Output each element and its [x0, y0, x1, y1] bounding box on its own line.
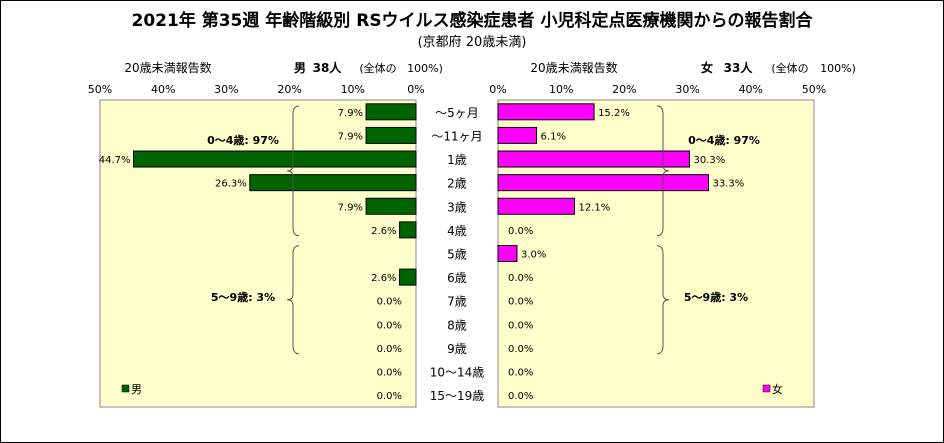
female-legend-swatch	[762, 384, 771, 393]
male-x-tick-label: 20%	[277, 83, 301, 96]
female-data-label: 3.0%	[521, 250, 546, 261]
category-label: 2歳	[447, 177, 467, 191]
chart-title: 2021年 第35週 年齢階級別 RSウイルス感染症患者 小児科定点医療機関から…	[131, 11, 813, 31]
category-label: 9歳	[447, 342, 467, 356]
category-label: 4歳	[447, 224, 467, 238]
female-x-tick-label: 40%	[739, 83, 763, 96]
male-header-scope: (全体の	[359, 61, 396, 75]
male-header-total: 38人	[313, 60, 343, 75]
category-label: 5歳	[447, 248, 467, 262]
male-group1-annotation: 0～4歳: 97%	[207, 133, 279, 147]
female-data-label: 0.0%	[508, 226, 533, 237]
male-x-tick-label: 0%	[407, 83, 424, 96]
category-label: 6歳	[447, 271, 467, 285]
male-count-label: 20歳未満報告数	[124, 60, 211, 75]
female-count-label: 20歳未満報告数	[530, 60, 617, 75]
female-x-tick-label: 20%	[612, 83, 636, 96]
male-data-label: 26.3%	[215, 179, 247, 190]
male-bar	[399, 221, 417, 239]
female-data-label: 12.1%	[578, 202, 610, 213]
male-data-label: 2.6%	[371, 273, 396, 284]
male-brace-0-4	[286, 105, 300, 237]
male-bar	[365, 103, 417, 121]
male-data-label: 7.9%	[338, 108, 363, 119]
male-group2-annotation: 5～9歳: 3%	[211, 290, 275, 304]
male-data-label: 0.0%	[377, 391, 402, 402]
male-legend-swatch	[121, 384, 130, 393]
male-data-label: 44.7%	[99, 155, 131, 166]
male-data-label: 7.9%	[338, 131, 363, 142]
male-data-label: 0.0%	[377, 297, 402, 308]
male-data-label: 0.0%	[377, 344, 402, 355]
female-legend-label: 女	[772, 382, 783, 396]
male-legend-label: 男	[131, 383, 142, 396]
female-data-label: 15.2%	[598, 108, 630, 119]
female-x-tick-label: 50%	[802, 83, 826, 96]
category-label: ～11ヶ月	[431, 129, 482, 143]
female-bar	[497, 103, 595, 121]
female-bar	[497, 197, 575, 215]
female-group2-annotation: 5～9歳: 3%	[684, 290, 748, 304]
female-data-label: 0.0%	[508, 368, 533, 379]
female-x-tick-label: 10%	[549, 83, 573, 96]
female-data-label: 0.0%	[508, 273, 533, 284]
female-header-pct: 100%)	[820, 62, 856, 75]
female-header-scope: (全体の	[771, 61, 808, 75]
female-bar	[497, 245, 518, 262]
female-x-tick-label: 0%	[489, 83, 506, 96]
female-bar	[497, 150, 690, 168]
female-header-group: 女	[701, 60, 713, 75]
category-label: 15～19歳	[430, 389, 485, 403]
category-label: 8歳	[447, 318, 467, 332]
male-bar	[249, 174, 417, 192]
category-label: ～5ヶ月	[435, 106, 479, 120]
female-header-total: 33人	[724, 60, 754, 75]
male-header-group: 男	[294, 61, 306, 75]
female-data-label: 33.3%	[712, 179, 744, 190]
female-data-label: 0.0%	[508, 297, 533, 308]
male-data-label: 0.0%	[377, 320, 402, 331]
category-label: 3歳	[447, 200, 467, 214]
female-data-label: 0.0%	[508, 391, 533, 402]
male-bar	[365, 197, 417, 215]
male-data-label: 7.9%	[338, 202, 363, 213]
female-x-tick-label: 30%	[675, 83, 699, 96]
female-data-label: 0.0%	[508, 320, 533, 331]
male-brace-5-9	[286, 245, 300, 355]
female-data-label: 6.1%	[541, 131, 566, 142]
male-bar	[399, 268, 417, 286]
chart-subtitle: (京都府 20歳未満)	[417, 35, 527, 50]
female-data-label: 30.3%	[693, 155, 725, 166]
male-header-pct: 100%)	[407, 62, 443, 75]
female-bar	[497, 126, 538, 144]
male-x-tick-label: 30%	[214, 83, 238, 96]
male-x-tick-label: 50%	[88, 83, 112, 96]
male-bar	[132, 150, 417, 168]
category-label: 7歳	[447, 295, 467, 309]
female-data-label: 0.0%	[508, 344, 533, 355]
male-bar	[365, 126, 417, 144]
category-label: 10～14歳	[430, 366, 485, 380]
female-brace-5-9	[656, 245, 670, 355]
male-x-tick-label: 40%	[151, 83, 175, 96]
male-data-label: 2.6%	[371, 226, 396, 237]
female-group1-annotation: 0～4歳: 97%	[688, 133, 760, 147]
female-bar	[497, 174, 709, 192]
male-data-label: 0.0%	[377, 368, 402, 379]
category-label: 1歳	[447, 153, 467, 167]
female-brace-0-4	[656, 105, 670, 237]
male-x-tick-label: 10%	[341, 83, 365, 96]
